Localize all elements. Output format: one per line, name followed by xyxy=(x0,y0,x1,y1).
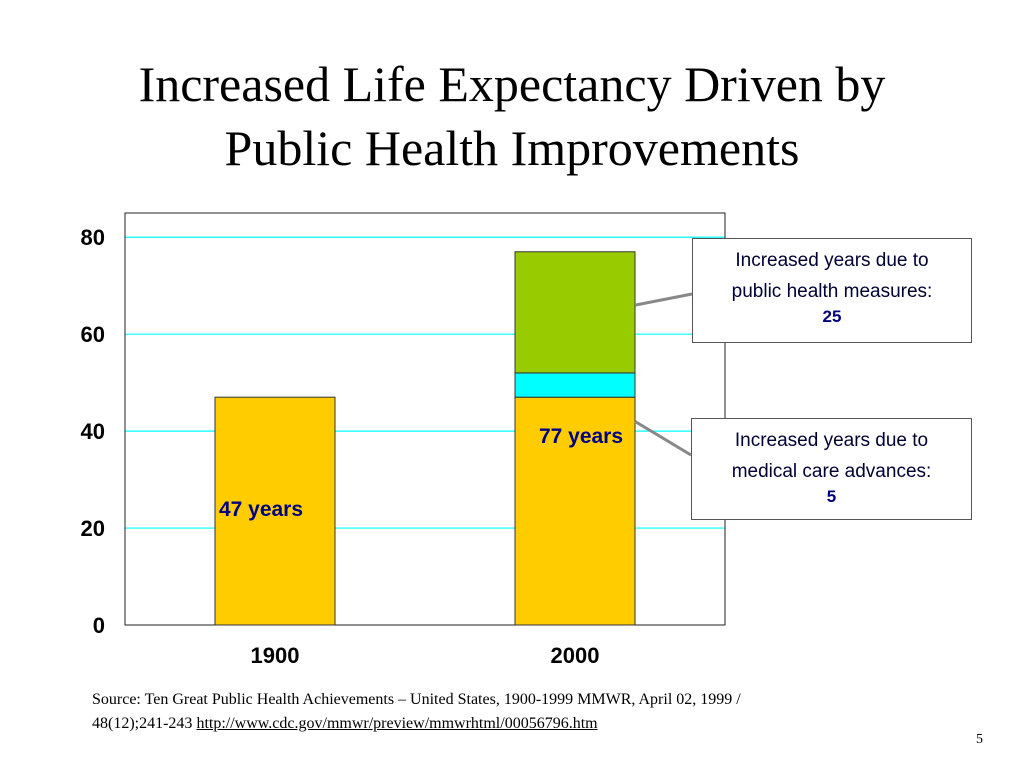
public-health-leader-line xyxy=(634,292,693,307)
source-citation: Source: Ten Great Public Health Achievem… xyxy=(92,688,972,736)
y-tick-label: 20 xyxy=(81,516,105,541)
medical-care-callout: Increased years due to medical care adva… xyxy=(691,418,972,520)
data-label: 77 years xyxy=(539,425,623,448)
y-tick-label: 40 xyxy=(81,419,105,444)
bar-segment xyxy=(514,251,636,374)
medical-care-leader-line xyxy=(634,420,692,457)
medical-care-callout-value: 5 xyxy=(826,487,837,506)
slide-title-line-2: Public Health Improvements xyxy=(224,120,800,176)
public-health-callout: Increased years due to public health mea… xyxy=(692,238,972,343)
bar-segment xyxy=(514,372,636,398)
source-citation-line-1: Source: Ten Great Public Health Achievem… xyxy=(92,691,741,708)
source-citation-line-2: 48(12);241-243 xyxy=(92,715,197,732)
y-tick-label: 0 xyxy=(93,613,105,638)
source-link[interactable]: http://www.cdc.gov/mmwr/preview/mmwrhtml… xyxy=(196,715,598,732)
bar-segment xyxy=(214,396,336,626)
x-tick-label: 1900 xyxy=(251,643,300,668)
medical-care-callout-line-1: Increased years due to xyxy=(734,430,929,451)
y-tick-label: 60 xyxy=(81,322,105,347)
slide-number: 5 xyxy=(976,732,983,747)
slide-title: Increased Life Expectancy Driven by Publ… xyxy=(0,52,1024,180)
public-health-callout-line-1: Increased years due to xyxy=(735,250,929,271)
slide-title-line-1: Increased Life Expectancy Driven by xyxy=(138,56,886,112)
data-label: 47 years xyxy=(219,498,303,521)
public-health-callout-value: 25 xyxy=(822,307,842,326)
public-health-callout-line-2: public health measures: xyxy=(731,281,933,302)
x-tick-label: 2000 xyxy=(551,643,600,668)
bar-segment xyxy=(514,396,636,626)
medical-care-callout-line-2: medical care advances: xyxy=(731,461,932,482)
y-tick-label: 80 xyxy=(81,225,105,250)
